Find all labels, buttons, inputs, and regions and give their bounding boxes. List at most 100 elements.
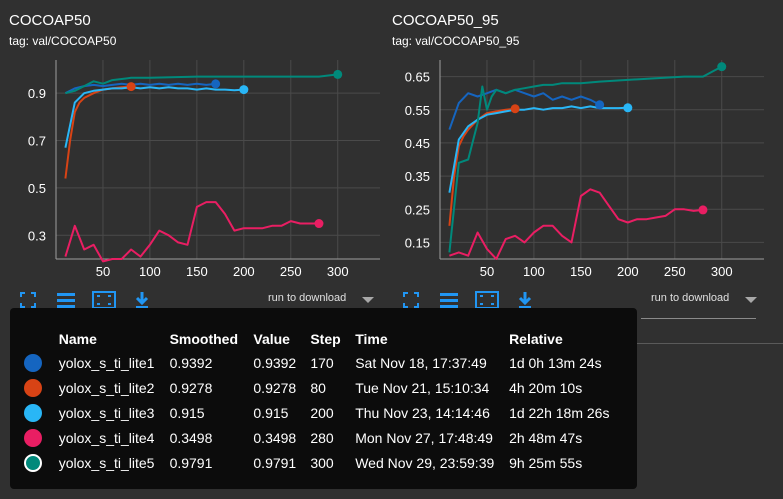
x-tick-label: 50 <box>480 264 494 279</box>
series-line-yolox_s_ti_lite3[interactable] <box>448 105 628 193</box>
fit-domain-icon[interactable] <box>399 288 423 312</box>
series-line-yolox_s_ti_lite2[interactable] <box>64 85 132 179</box>
download-icon[interactable] <box>513 288 537 312</box>
y-tick-label: 0.25 <box>405 202 430 217</box>
download-icon[interactable] <box>130 288 154 312</box>
run-color-swatch <box>24 453 42 472</box>
tooltip-relative-cell: 4h 20m 10s <box>509 379 583 396</box>
tooltip-smoothed-cell: 0.9278 <box>169 379 213 396</box>
swatch-header <box>24 328 59 350</box>
tooltip-time-cell: Tue Nov 21, 15:10:34 <box>355 379 490 396</box>
run-color-swatch <box>24 353 42 372</box>
tooltip-name-cell: yolox_s_ti_lite3 <box>58 404 155 421</box>
x-tick-label: 300 <box>327 264 349 279</box>
tooltip-smoothed-cell: 0.915 <box>169 404 205 421</box>
series-end-point-yolox_s_ti_lite4[interactable] <box>698 205 708 215</box>
tooltip-row: yolox_s_ti_lite4 0.3498 0.3498 280 Mon Nov 2… <box>24 425 637 450</box>
series-end-point-yolox_s_ti_lite2[interactable] <box>510 104 520 114</box>
series-end-point-yolox_s_ti_lite2[interactable] <box>126 82 136 92</box>
chevron-down-icon[interactable] <box>745 297 757 303</box>
fit-domain-icon[interactable] <box>16 288 40 312</box>
y-tick-label: 0.3 <box>28 228 46 243</box>
series-end-point-yolox_s_ti_lite5[interactable] <box>333 69 343 79</box>
tooltip-row: yolox_s_ti_lite1 0.9392 0.9392 170 Sat Nov 1… <box>24 350 637 375</box>
chart-tag: tag: val/COCOAP50_95 <box>392 34 520 48</box>
series-end-point-yolox_s_ti_lite1[interactable] <box>211 79 221 89</box>
chart-tooltip: Name Smoothed Value Step Time Relative y… <box>10 308 637 489</box>
y-tick-label: 0.45 <box>405 136 430 151</box>
y-tick-label: 0.9 <box>28 86 46 101</box>
tooltip-relative-cell: 2h 48m 47s <box>509 429 583 446</box>
line-chart-cocoap50[interactable]: 50 100 150 200 250 300 0.9 0.7 0.5 0.3 <box>0 0 383 290</box>
value-header: Value <box>253 331 290 347</box>
x-tick-label: 150 <box>570 264 592 279</box>
chart-toolbar <box>399 288 537 312</box>
x-tick-label: 200 <box>233 264 255 279</box>
line-chart-cocoap50-95[interactable]: 50 100 150 200 250 300 0.65 0.55 0.45 0.35 0.25 0.1… <box>383 0 766 290</box>
series-end-point-yolox_s_ti_lite4[interactable] <box>314 219 324 229</box>
swatch-cell <box>24 425 59 450</box>
tooltip-value-cell: 0.9278 <box>253 379 297 396</box>
series-line-yolox_s_ti_lite4[interactable] <box>449 188 704 260</box>
series-end-point-yolox_s_ti_lite3[interactable] <box>623 103 633 113</box>
y-tick-label: 0.5 <box>28 181 46 196</box>
run-color-swatch <box>24 378 42 397</box>
swatch-cell <box>24 400 59 425</box>
swatch-cell <box>24 450 59 475</box>
tooltip-row: yolox_s_ti_lite5 0.9791 0.9791 300 Wed Nov 2… <box>24 450 637 475</box>
series-line-yolox_s_ti_lite1[interactable] <box>448 88 601 130</box>
relative-header: Relative <box>509 331 563 347</box>
chart-tag: tag: val/COCOAP50 <box>9 34 117 48</box>
toggle-ylog-icon[interactable] <box>54 288 78 312</box>
chart-card-cocoap50: COCOAP50 tag: val/COCOAP50 50 100 150 200 25… <box>0 0 383 340</box>
divider <box>635 343 783 344</box>
run-to-download-select[interactable]: run to download <box>651 292 730 304</box>
chevron-down-icon[interactable] <box>362 297 374 303</box>
series-line-yolox_s_ti_lite4[interactable] <box>64 201 319 263</box>
series-line-yolox_s_ti_lite3[interactable] <box>64 86 244 148</box>
x-tick-label: 150 <box>186 264 208 279</box>
series-line-yolox_s_ti_lite5[interactable] <box>65 73 338 95</box>
run-to-download-select[interactable]: run to download <box>268 292 347 304</box>
tooltip-relative-cell: 1d 22h 18m 26s <box>509 404 610 421</box>
tooltip-name-cell: yolox_s_ti_lite4 <box>58 429 155 446</box>
tooltip-step-cell: 80 <box>310 379 326 396</box>
tooltip-time-cell: Thu Nov 23, 14:14:46 <box>355 404 490 421</box>
tooltip-time-cell: Sat Nov 18, 17:37:49 <box>355 354 487 371</box>
x-tick-label: 300 <box>711 264 733 279</box>
x-tick-label: 250 <box>280 264 302 279</box>
smoothed-header: Smoothed <box>169 331 239 347</box>
tooltip-relative-cell: 1d 0h 13m 24s <box>509 354 602 371</box>
x-tick-label: 200 <box>617 264 639 279</box>
tooltip-value-cell: 0.3498 <box>253 429 297 446</box>
series-line-yolox_s_ti_lite1[interactable] <box>64 82 216 95</box>
chart-card-cocoap50-95: COCOAP50_95 tag: val/COCOAP50_95 50 100 15… <box>383 0 766 340</box>
x-tick-label: 250 <box>664 264 686 279</box>
x-tick-label: 100 <box>139 264 161 279</box>
time-header: Time <box>355 331 388 347</box>
y-tick-label: 0.35 <box>405 169 430 184</box>
tooltip-row: yolox_s_ti_lite2 0.9278 0.9278 80 Tue Nov 21… <box>24 375 637 400</box>
series-line-yolox_s_ti_lite5[interactable] <box>448 65 723 253</box>
x-tick-label: 50 <box>96 264 110 279</box>
tooltip-step-cell: 170 <box>310 354 334 371</box>
toggle-ylog-icon[interactable] <box>437 288 461 312</box>
series-line-yolox_s_ti_lite2[interactable] <box>448 107 516 226</box>
tooltip-smoothed-cell: 0.3498 <box>169 429 213 446</box>
chart-title: COCOAP50_95 <box>392 12 499 29</box>
series-end-point-yolox_s_ti_lite3[interactable] <box>239 85 249 95</box>
y-tick-label: 0.55 <box>405 103 430 118</box>
y-tick-label: 0.15 <box>405 235 430 250</box>
tooltip-smoothed-cell: 0.9791 <box>169 454 213 471</box>
tooltip-relative-cell: 9h 25m 55s <box>509 454 583 471</box>
run-color-swatch <box>24 403 42 422</box>
series-end-point-yolox_s_ti_lite1[interactable] <box>595 100 605 110</box>
tooltip-name-cell: yolox_s_ti_lite5 <box>58 454 155 471</box>
chart-title: COCOAP50 <box>9 12 91 29</box>
swatch-cell <box>24 350 59 375</box>
tooltip-step-cell: 200 <box>310 404 334 421</box>
run-color-swatch <box>24 428 42 447</box>
y-tick-label: 0.65 <box>405 70 430 85</box>
tooltip-value-cell: 0.9392 <box>253 354 297 371</box>
series-end-point-yolox_s_ti_lite5[interactable] <box>717 62 727 72</box>
